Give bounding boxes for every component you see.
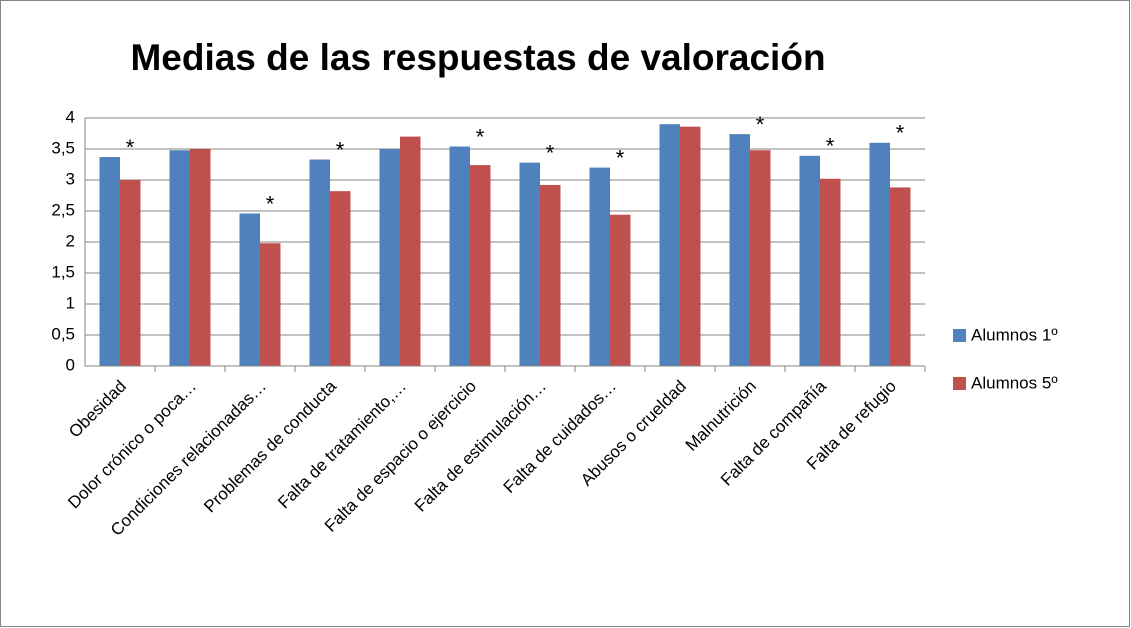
- legend-swatch: [953, 377, 966, 390]
- bar: [589, 167, 610, 366]
- bar: [260, 243, 281, 366]
- bar: [519, 162, 540, 366]
- legend-swatch: [953, 329, 966, 342]
- y-tick-label: 0,5: [51, 324, 75, 343]
- y-tick-label: 1,5: [51, 262, 75, 281]
- bar: [659, 124, 680, 366]
- annotation: *: [476, 124, 485, 149]
- legend-label: Alumnos 1º: [971, 325, 1058, 344]
- bar: [540, 184, 561, 366]
- annotation: *: [896, 121, 905, 146]
- bar: [449, 146, 470, 366]
- bar: [820, 178, 841, 366]
- bar: [309, 159, 330, 366]
- annotation: *: [756, 112, 765, 137]
- annotation: *: [126, 135, 135, 160]
- bar: [330, 191, 351, 366]
- bar: [610, 214, 631, 366]
- annotation: *: [826, 134, 835, 159]
- annotation: *: [266, 191, 275, 216]
- bar: [680, 126, 701, 367]
- bar: [799, 155, 820, 366]
- y-tick-label: 3,5: [51, 138, 75, 157]
- bar: [99, 157, 120, 366]
- bar: [890, 187, 911, 366]
- y-tick-label: 0: [66, 355, 75, 374]
- y-tick-label: 3: [66, 169, 75, 188]
- bar: [729, 134, 750, 366]
- bar: [379, 149, 400, 366]
- y-tick-label: 2: [66, 231, 75, 250]
- bar: [869, 142, 890, 366]
- chart-title: Medias de las respuestas de valoración: [130, 37, 825, 78]
- annotation: *: [546, 140, 555, 165]
- annotation: *: [616, 145, 625, 170]
- bar: [239, 213, 260, 366]
- bar: [750, 150, 771, 366]
- bar: [400, 136, 421, 366]
- bar: [169, 150, 190, 366]
- y-tick-label: 4: [66, 107, 75, 126]
- y-tick-label: 1: [66, 293, 75, 312]
- bar: [120, 180, 141, 366]
- bar: [470, 165, 491, 366]
- annotation: *: [336, 137, 345, 162]
- y-tick-label: 2,5: [51, 200, 75, 219]
- bar: [190, 149, 211, 366]
- legend-label: Alumnos 5º: [971, 373, 1058, 392]
